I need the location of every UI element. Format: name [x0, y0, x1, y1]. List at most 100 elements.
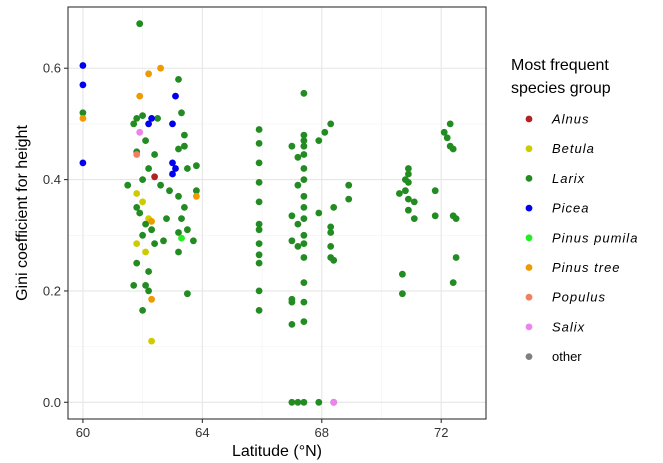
- point-picea: [172, 165, 179, 172]
- point-larix: [175, 248, 182, 256]
- point-larix: [300, 215, 308, 223]
- point-larix: [255, 198, 263, 206]
- point-larix: [440, 128, 448, 136]
- point-larix: [300, 231, 308, 239]
- x-axis-title: Latitude (°N): [232, 443, 322, 460]
- point-larix: [288, 298, 296, 306]
- point-larix: [410, 215, 418, 223]
- point-larix: [160, 237, 167, 245]
- point-larix: [330, 204, 338, 211]
- point-larix: [193, 187, 200, 195]
- point-larix: [300, 204, 308, 211]
- point-larix: [345, 195, 353, 203]
- point-larix: [133, 204, 141, 211]
- point-larix: [321, 128, 329, 136]
- legend-key-populus: [525, 293, 533, 301]
- axes: 60 64 68 72 0.0 0.2 0.4 0.6: [43, 6, 487, 440]
- point-larix: [139, 307, 147, 314]
- point-picea: [79, 81, 87, 89]
- legend-label-picea: Picea: [552, 201, 590, 216]
- point-larix: [431, 212, 439, 220]
- point-larix: [79, 109, 87, 117]
- point-larix: [300, 137, 308, 145]
- point-larix: [452, 215, 460, 223]
- point-larix: [300, 254, 308, 261]
- point-pinus-tree: [145, 70, 153, 78]
- point-larix: [255, 259, 263, 267]
- point-alnus: [151, 173, 159, 181]
- point-larix: [151, 240, 159, 248]
- point-larix: [166, 187, 173, 195]
- point-larix: [148, 226, 156, 234]
- point-larix: [449, 279, 457, 286]
- point-larix: [327, 243, 335, 250]
- legend-key-picea: [525, 204, 533, 212]
- legend-key-pinus-pumila: [525, 234, 533, 242]
- point-larix: [255, 126, 263, 133]
- point-larix: [300, 131, 308, 139]
- point-larix: [139, 112, 147, 119]
- point-larix: [446, 120, 454, 128]
- point-larix: [327, 120, 335, 128]
- point-larix: [288, 398, 296, 406]
- point-larix: [396, 190, 403, 197]
- point-larix: [142, 137, 150, 145]
- point-picea: [145, 120, 153, 128]
- point-larix: [405, 165, 412, 172]
- point-larix: [184, 226, 191, 234]
- legend-title-line-2: species group: [511, 80, 611, 97]
- point-larix: [163, 215, 170, 223]
- point-larix: [145, 268, 153, 275]
- point-larix: [300, 89, 308, 97]
- point-pinus-tree: [157, 64, 165, 72]
- point-pinus-tree: [148, 295, 156, 303]
- point-larix: [405, 179, 412, 186]
- point-larix: [288, 321, 296, 328]
- point-larix: [288, 212, 296, 220]
- point-larix: [175, 145, 182, 153]
- point-larix: [452, 254, 460, 261]
- point-larix: [315, 209, 323, 217]
- legend-key-larix: [525, 175, 533, 182]
- legend-key-alnus: [525, 115, 533, 123]
- point-pinus-tree: [148, 218, 156, 225]
- legend-label-salix: Salix: [552, 319, 585, 334]
- point-larix: [130, 120, 138, 128]
- point-larix: [255, 140, 263, 147]
- point-larix: [181, 131, 188, 139]
- point-larix: [136, 209, 144, 217]
- point-larix: [178, 109, 185, 117]
- x-tick-label: 72: [434, 425, 448, 440]
- point-larix: [330, 256, 338, 264]
- point-larix: [151, 151, 159, 158]
- point-larix: [449, 145, 457, 153]
- point-larix: [315, 398, 323, 406]
- point-larix: [124, 181, 132, 189]
- point-larix: [157, 181, 165, 189]
- point-picea: [169, 120, 176, 128]
- point-pinus-pumila: [178, 234, 185, 242]
- legend-key-other: [525, 353, 533, 360]
- legend-key-betula: [525, 145, 533, 153]
- y-tick-label: 0.4: [43, 172, 61, 187]
- point-populus: [133, 151, 141, 158]
- point-larix: [410, 198, 418, 206]
- point-larix: [300, 151, 308, 158]
- x-tick-label: 68: [315, 425, 329, 440]
- point-betula: [139, 198, 147, 206]
- point-larix: [139, 176, 147, 184]
- point-larix: [431, 187, 439, 195]
- point-larix: [294, 220, 302, 228]
- point-larix: [300, 192, 308, 200]
- point-larix: [142, 282, 150, 289]
- y-axis-title: Gini coefficient for height: [14, 125, 31, 301]
- point-larix: [175, 192, 182, 200]
- point-larix: [327, 223, 335, 231]
- point-larix: [405, 170, 412, 178]
- point-larix: [300, 240, 308, 248]
- point-larix: [294, 243, 302, 250]
- legend-label-betula: Betula: [552, 141, 595, 156]
- point-betula: [133, 190, 141, 197]
- point-pinus-tree: [79, 115, 87, 122]
